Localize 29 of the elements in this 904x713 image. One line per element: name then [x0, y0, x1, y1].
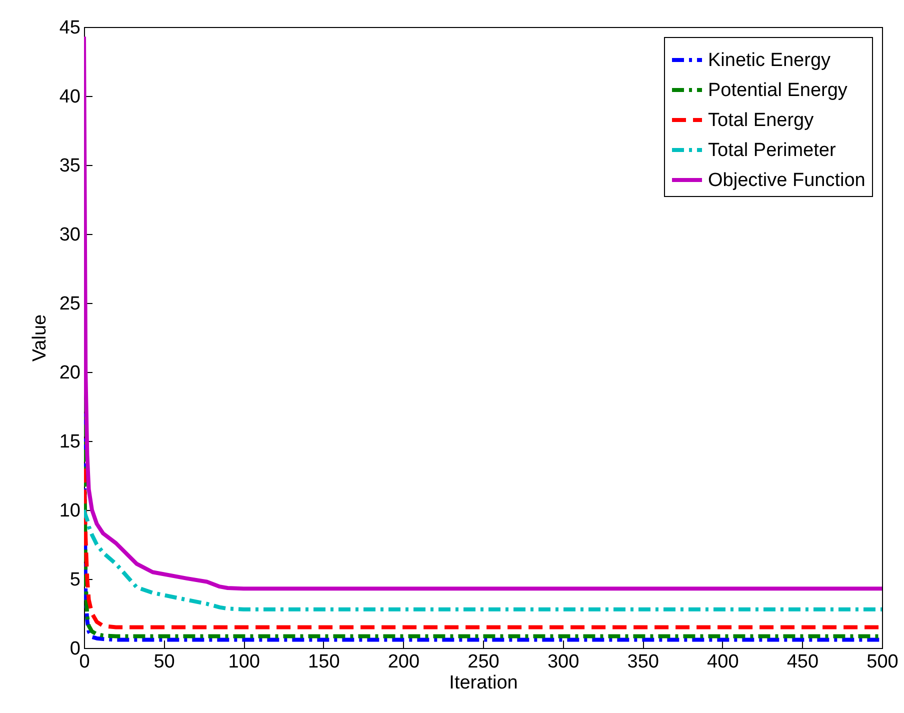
legend-label: Objective Function: [708, 170, 866, 191]
legend-label: Kinetic Energy: [708, 50, 832, 71]
line-series: [84, 508, 882, 612]
legend-label: Total Perimeter: [708, 140, 836, 161]
x-tick-label: 450: [786, 652, 819, 672]
x-tick-label: 250: [468, 652, 500, 672]
y-tick-label: 15: [59, 432, 80, 452]
y-tick-label: 10: [59, 500, 80, 522]
legend-label: Potential Energy: [708, 80, 848, 101]
y-tick-label: 25: [59, 294, 80, 314]
x-tick-label: 350: [627, 652, 659, 672]
x-tick-label: 100: [228, 652, 260, 672]
x-tick-label: 500: [866, 652, 898, 672]
line-series: [84, 34, 882, 591]
y-tick-label: 40: [59, 86, 80, 108]
x-tick-label: 400: [707, 652, 739, 672]
y-tick-label: 0: [70, 638, 80, 660]
x-tick-label: 300: [547, 652, 580, 672]
y-tick-label: 20: [59, 362, 80, 384]
y-tick-label: 5: [70, 570, 80, 590]
legend-label: Total Energy: [708, 110, 814, 131]
x-axis-title: Iteration: [449, 672, 518, 694]
x-tick-label: 50: [154, 652, 175, 672]
y-axis-title: Value: [29, 314, 50, 362]
x-tick-label: 200: [388, 652, 420, 672]
y-tick-label: 45: [59, 18, 80, 38]
x-tick-label: 150: [308, 652, 340, 672]
y-tick-label: 35: [59, 156, 80, 176]
y-tick-label: 30: [59, 224, 80, 246]
